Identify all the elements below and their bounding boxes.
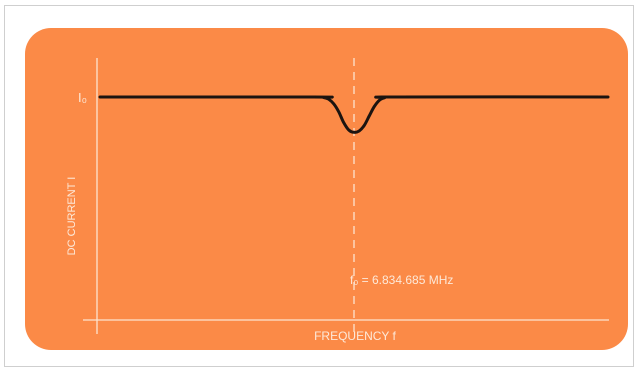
y-axis-label: DC CURRENT I — [66, 177, 78, 256]
dc-current-curve — [98, 95, 610, 134]
y-reference-label: I₀ — [78, 90, 87, 105]
figure-frame: I₀ f₀ = 6.834.685 MHz FREQUENCY f DC CUR… — [4, 5, 634, 367]
x-axis-label: FREQUENCY f — [314, 329, 396, 343]
resonance-frequency-label: f₀ = 6.834.685 MHz — [350, 273, 453, 287]
chart-panel: I₀ f₀ = 6.834.685 MHz FREQUENCY f DC CUR… — [25, 28, 628, 350]
chart-background — [25, 28, 628, 350]
chart-svg: I₀ f₀ = 6.834.685 MHz FREQUENCY f DC CUR… — [25, 28, 628, 350]
